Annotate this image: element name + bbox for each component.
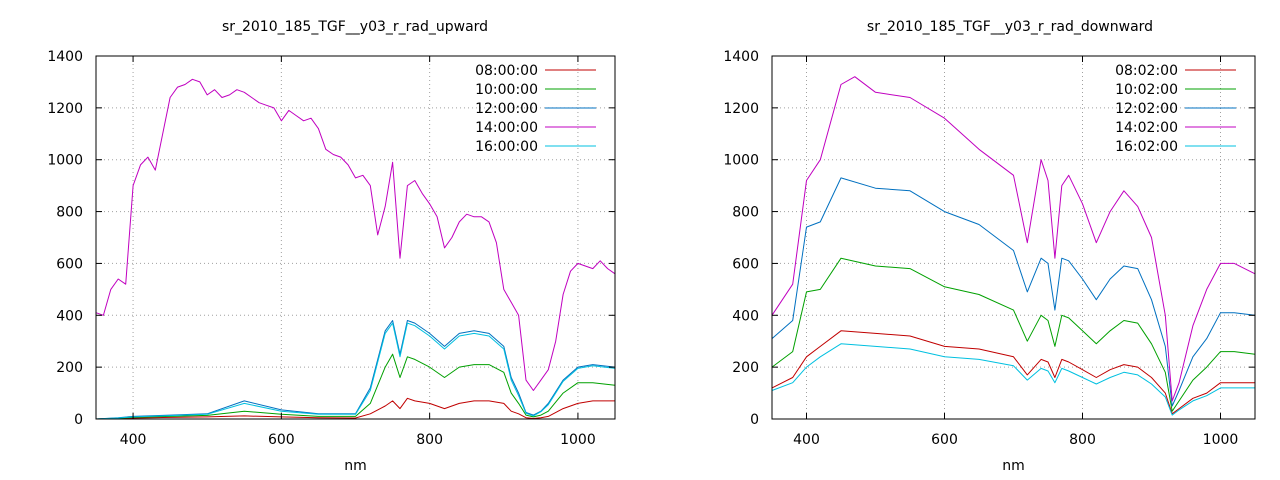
series-line-4 [95,78,616,391]
x-tick-label: 400 [120,432,147,448]
series-line-5 [95,322,616,420]
y-tick-label: 1400 [47,49,83,65]
plot-frame [771,55,1256,420]
plot-frame [95,55,616,420]
legend-label: 12:00:00 [475,101,538,117]
x-tick-label: 800 [1069,432,1096,448]
x-axis-label: nm [344,458,367,474]
x-tick-label: 600 [268,432,295,448]
y-tick-label: 1200 [47,101,83,117]
y-tick-label: 600 [732,256,759,272]
y-tick-label: 0 [74,412,83,428]
x-tick-label: 600 [931,432,958,448]
chart-panel-1: 0 200 400 600 800 1000 1200 1400 400 600 800 1000 sr… [47,19,616,474]
x-tick-label: 1000 [1203,432,1239,448]
legend-label: 10:02:00 [1115,82,1178,98]
legend-label: 14:02:00 [1115,120,1178,136]
x-axis-label: nm [1002,458,1025,474]
x-tick-label: 800 [416,432,443,448]
y-tick-label: 400 [56,308,83,324]
y-tick-label: 400 [732,308,759,324]
y-tick-label: 200 [56,360,83,376]
series-line-3 [771,177,1256,407]
y-tick-label: 1000 [723,153,759,169]
y-tick-label: 800 [732,205,759,221]
legend-label: 12:02:00 [1115,101,1178,117]
y-tick-label: 800 [56,205,83,221]
y-tick-label: 1400 [723,49,759,65]
chart-panel-2: 0 200 400 600 800 1000 1200 1400 400 600 800 1000 sr… [723,19,1256,474]
legend-label: 14:00:00 [475,120,538,136]
legend-label: 16:00:00 [475,139,538,155]
series-line-1 [95,397,615,420]
y-tick-label: 600 [56,256,83,272]
chart-title: sr_2010_185_TGF__y03_r_rad_downward [867,19,1153,35]
series-line-5 [771,343,1255,416]
y-tick-label: 1000 [47,153,83,169]
series-line-3 [95,320,616,420]
x-tick-label: 400 [793,432,820,448]
y-tick-label: 200 [732,360,759,376]
x-tick-label: 1000 [560,432,596,448]
series-line-4 [771,76,1256,402]
series-line-1 [771,330,1255,415]
legend-label: 08:00:00 [475,63,538,79]
legend-label: 08:02:00 [1115,63,1178,79]
legend-label: 10:00:00 [475,82,538,98]
y-tick-label: 0 [750,412,759,428]
chart-title: sr_2010_185_TGF__y03_r_rad_upward [222,19,488,35]
series-line-2 [771,257,1256,412]
legend-label: 16:02:00 [1115,139,1178,155]
series-line-2 [95,353,616,420]
y-tick-label: 1200 [723,101,759,117]
